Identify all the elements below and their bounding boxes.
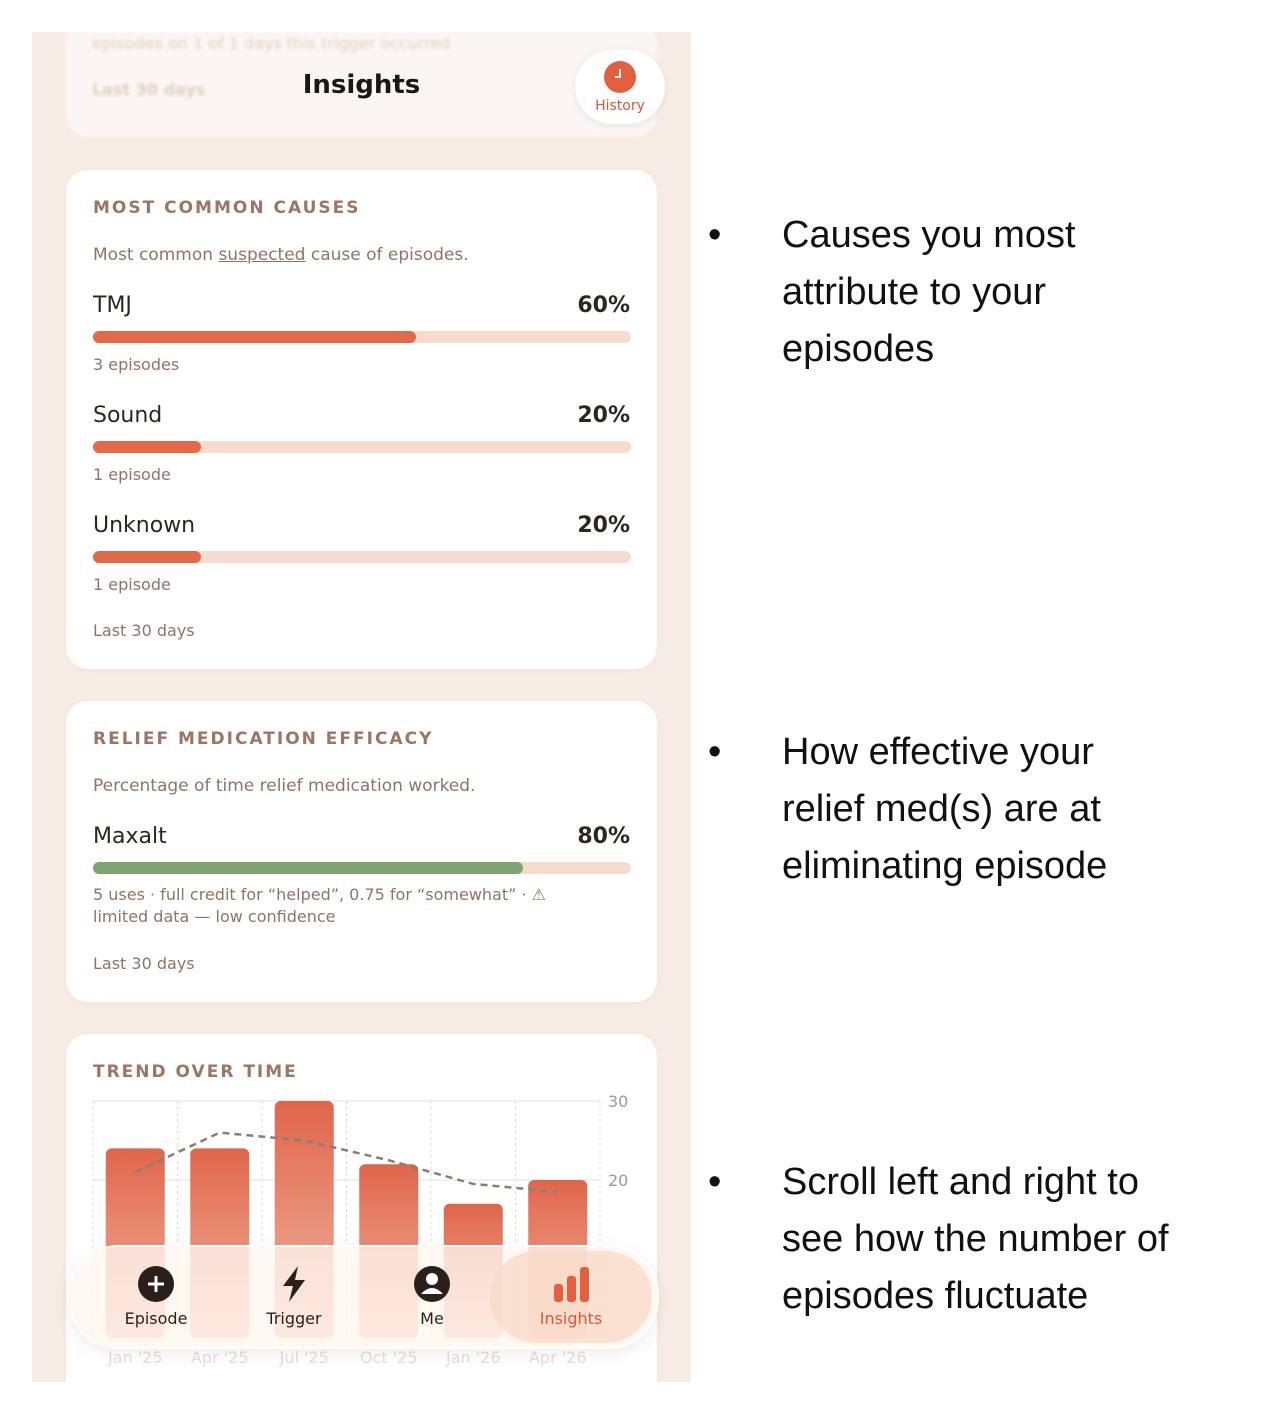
bar-track	[93, 862, 631, 874]
y-tick-label: 30	[608, 1092, 628, 1111]
tab-bar: Episode Trigger Me Insights	[68, 1245, 659, 1349]
x-tick-label: Oct '25	[360, 1348, 418, 1367]
bullet: •	[708, 731, 722, 773]
faded-text: episodes on 1 of 1 days this trigger occ…	[92, 34, 451, 53]
trend-line	[134, 1131, 558, 1194]
bar-fill	[93, 862, 524, 874]
item-name: Maxalt	[93, 824, 167, 849]
tab-label: Trigger	[266, 1309, 322, 1328]
trend-chart: 20 30 Jan '25 Apr '25 Jul '25 Oct '25 Jan '26 A…	[92, 1092, 628, 1367]
annotation-text: see how the number of	[782, 1218, 1169, 1260]
tab-label: Me	[420, 1309, 444, 1328]
annotation-text: Causes you most	[782, 214, 1076, 256]
subtitle-text: cause of episodes.	[305, 245, 469, 265]
item-name: Unknown	[93, 513, 196, 538]
x-tick-label: Apr '26	[529, 1348, 587, 1367]
subtitle-link[interactable]: suspected	[218, 245, 306, 265]
item-count: 1 episode	[93, 465, 171, 484]
y-tick-label: 20	[608, 1171, 628, 1190]
item-count: 1 episode	[93, 575, 171, 594]
item-count: 3 episodes	[93, 355, 180, 374]
card-title: MOST COMMON CAUSES	[93, 198, 361, 218]
history-button[interactable]: History	[575, 50, 665, 124]
subtitle-text: Most common	[93, 245, 219, 265]
tab-icon	[414, 1266, 450, 1302]
screen-title: Insights	[302, 70, 421, 100]
annotation-text: attribute to your	[782, 271, 1047, 313]
card-title: RELIEF MEDICATION EFFICACY	[93, 729, 434, 749]
tab-button[interactable]: Me	[372, 1247, 492, 1347]
tab-label: Insights	[539, 1309, 603, 1328]
x-tick-label: Jan '25	[107, 1348, 163, 1367]
tab-icon	[283, 1266, 305, 1302]
tab-button[interactable]: Insights	[511, 1247, 631, 1347]
annotation-text: Scroll left and right to	[782, 1161, 1139, 1203]
item-percent: 60%	[577, 293, 630, 318]
bar-track	[93, 441, 631, 453]
annotation-text: relief med(s) are at	[782, 788, 1101, 830]
bar-fill	[93, 441, 201, 453]
item-note: limited data — low confidence	[93, 907, 336, 926]
item-name: TMJ	[93, 293, 132, 318]
annotation-text: episodes fluctuate	[782, 1275, 1089, 1317]
history-icon	[604, 61, 636, 93]
card-footer: Last 30 days	[93, 621, 195, 640]
tab-label: Episode	[124, 1309, 188, 1328]
item-note: 5 uses · full credit for “helped”, 0.75 …	[93, 885, 547, 904]
bar-track	[93, 331, 631, 343]
x-tick-label: Apr '25	[191, 1348, 249, 1367]
card-subtitle: Most common suspected cause of episodes.	[93, 245, 469, 265]
phone-screen: episodes on 1 of 1 days this trigger occ…	[32, 32, 691, 1382]
tab-button[interactable]: Episode	[96, 1247, 216, 1347]
annotation-text: episodes	[782, 328, 935, 370]
bar-track	[93, 551, 631, 563]
bar-fill	[93, 331, 416, 343]
annotation-text: How effective your	[782, 731, 1094, 773]
item-percent: 20%	[577, 403, 630, 428]
relief-card: RELIEF MEDICATION EFFICACY Percentage of…	[66, 701, 657, 1002]
causes-card: MOST COMMON CAUSES Most common suspected…	[66, 170, 657, 669]
faded-card: episodes on 1 of 1 days this trigger occ…	[66, 32, 657, 137]
card-title: TREND OVER TIME	[93, 1062, 298, 1082]
x-tick-label: Jul '25	[279, 1348, 329, 1367]
annotation-text: eliminating episode	[782, 845, 1108, 887]
bar-fill	[93, 551, 201, 563]
item-percent: 20%	[577, 513, 630, 538]
item-name: Sound	[93, 403, 163, 428]
tab-icon	[138, 1266, 174, 1302]
history-label: History	[595, 98, 645, 114]
x-tick-label: Jan '26	[445, 1348, 501, 1367]
bullet: •	[708, 1161, 722, 1203]
faded-text: Last 30 days	[92, 80, 206, 99]
item-percent: 80%	[577, 824, 630, 849]
card-subtitle: Percentage of time relief medication wor…	[93, 776, 476, 796]
bullet: •	[708, 214, 722, 256]
tab-icon	[554, 1267, 589, 1302]
tab-button[interactable]: Trigger	[234, 1247, 354, 1347]
card-footer: Last 30 days	[93, 954, 195, 973]
